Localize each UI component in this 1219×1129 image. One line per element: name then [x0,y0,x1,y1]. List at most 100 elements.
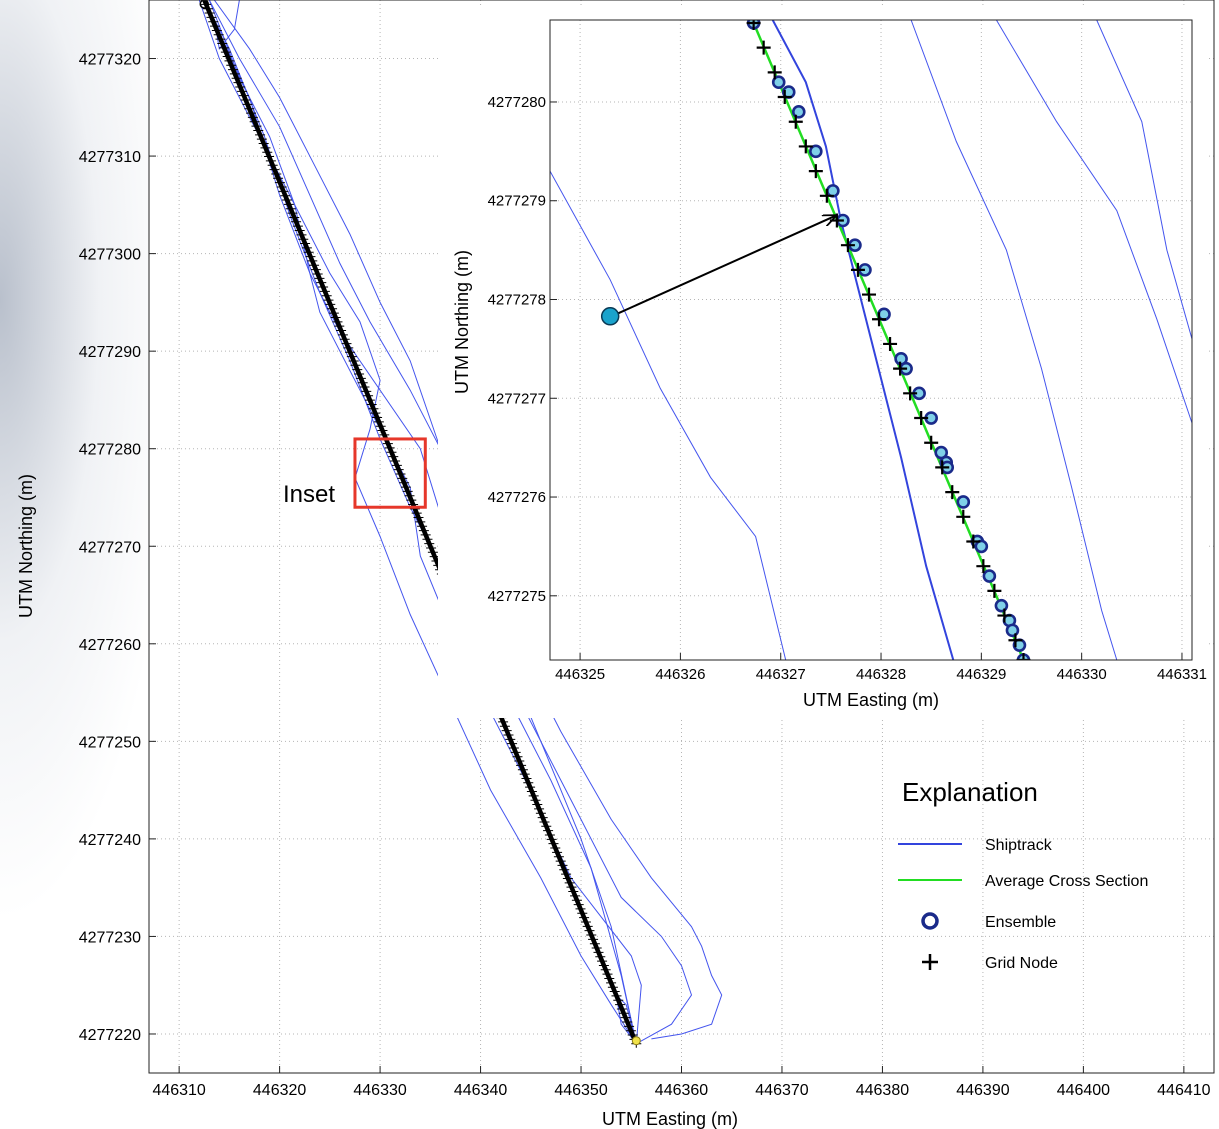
main-grid-node [260,143,271,152]
main-grid-node [523,778,534,787]
inset-ensemble-marker [982,569,997,583]
main-grid-node [624,1022,635,1031]
main-grid-node [593,948,604,957]
main-grid-node [282,196,293,205]
main-grid-node [316,278,327,287]
main-grid-node [413,513,424,522]
main-grid-node [552,848,563,857]
main-y-tick-label: 4277300 [79,247,141,264]
main-start-marker [199,0,210,9]
main-grid-node [330,313,341,322]
main-shiptrack-line [203,0,637,1044]
main-grid-node [247,113,258,122]
main-grid-node [325,300,336,309]
main-grid-node [525,783,536,792]
main-x-tick-label: 446380 [856,1082,909,1099]
main-grid-node [503,730,514,739]
main-grid-node [528,791,539,800]
inset-grid-node [798,139,813,154]
main-y-tick-label: 4277240 [79,832,141,849]
main-grid-node [291,217,302,226]
main-grid-node [199,0,210,4]
main-grid-node [384,443,395,452]
inset-grid-node [914,411,929,426]
inset-ensemble-marker [771,75,786,90]
main-grid-node [231,74,242,83]
main-grid-node [251,122,262,131]
inset-x-tick-label: 446326 [655,666,705,683]
main-grid-node [300,239,311,248]
main-grid-node [539,817,550,826]
legend-item-shiptrack: Shiptrack [898,837,1053,854]
main-grid-node [276,183,287,192]
main-grid-node [204,9,215,18]
main-y-tick-label: 4277260 [79,637,141,654]
main-grid-node [327,304,338,313]
main-y-tick-label: 4277230 [79,929,141,946]
main-grid-node [294,226,305,235]
main-grid-node [422,535,433,544]
main-y-tick-label: 4277270 [79,539,141,556]
main-grid-node [397,474,408,483]
main-grid-node [570,891,581,900]
legend-item-grid-node: Grid Node [922,954,1058,972]
main-grid-node [404,491,415,500]
main-grid-node [224,56,235,65]
main-grid-node [532,800,543,809]
inset-x-tick-label: 446325 [555,666,605,683]
main-x-tick-label: 446310 [152,1082,205,1099]
main-grid-node [589,939,600,948]
main-grid-node [577,909,588,918]
main-grid-node [273,174,284,183]
main-grid-node [240,96,251,105]
main-grid-node [406,496,417,505]
main-grid-node [615,1000,626,1009]
main-grid-node [255,130,266,139]
main-grid-node [411,509,422,518]
main-grid-node [233,78,244,87]
main-grid-node [343,343,354,352]
main-x-tick-label: 446400 [1057,1082,1110,1099]
main-y-tick-label: 4277310 [79,149,141,166]
main-grid-node [348,356,359,365]
inset-y-tick-label: 4277275 [488,588,546,605]
main-grid-node [373,417,384,426]
main-markers [199,0,641,1046]
main-grid-node [604,974,615,983]
main-grid-node [229,69,240,78]
legend-label: Shiptrack [985,837,1053,854]
inset-x-tick-label: 446330 [1057,666,1107,683]
main-grid-node [321,291,332,300]
main-grid-node [391,461,402,470]
main-grid-node [591,944,602,953]
main-grid-node [586,931,597,940]
main-grid-node [386,448,397,457]
main-grid-node [296,230,307,239]
inset-x-tick-label: 446331 [1157,666,1207,683]
inset-ensemble-marker [791,105,806,119]
main-grid-node [400,483,411,492]
main-y-tick-label: 4277320 [79,52,141,69]
main-grid-node [627,1031,638,1040]
inset-ensemble-marker [1005,623,1020,638]
main-grid-node [508,744,519,753]
main-grid-node [415,517,426,526]
inset-grid-node [808,164,823,179]
inset-grid-node [872,312,887,327]
main-grid-node [280,191,291,200]
inset-shiptrack-line [995,20,1192,424]
inset-grid-node [935,460,950,475]
inset-grid-node [1008,633,1023,648]
main-grid-node [370,409,381,418]
main-y-tick-label: 4277250 [79,734,141,751]
main-grid-node [208,17,219,26]
inset-grid-node [903,386,918,401]
main-grid-node [256,135,267,144]
main-x-tick-label: 446330 [353,1082,406,1099]
main-grid-node [399,478,410,487]
legend-title: Explanation [902,777,1038,807]
inset-grid-node [893,361,908,376]
main-grid-node [339,335,350,344]
main-grid-node [562,874,573,883]
